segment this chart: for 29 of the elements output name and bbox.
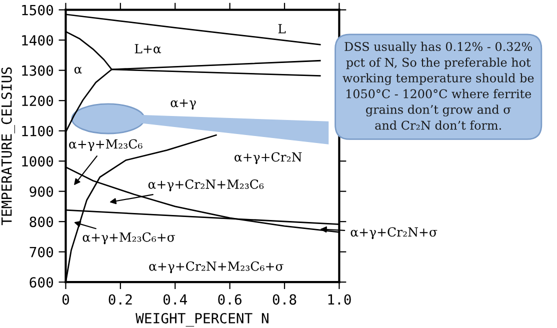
y-tick-label: 1200: [22, 96, 54, 106]
annotation: α+γ+M₂₃C₆: [69, 139, 142, 152]
y-tick-label: 600: [30, 277, 54, 288]
annotation: α+γ: [170, 99, 196, 110]
annotation: α+γ+M₂₃C₆+σ: [82, 232, 176, 244]
text: α+γ+Cr₂N+σ: [350, 227, 438, 240]
annotation: L+α: [134, 44, 162, 54]
x-tick-label: 0.6: [218, 294, 242, 305]
annotation: L: [278, 24, 286, 34]
text: DSS usually has 0.12% - 0.32% pct of N, So the preferable hot working temperature should be 1050°C - 1200°C where ferrite grains don’t grow and σ and Cr₂N don’t form.: [342, 42, 534, 130]
x-tick-label: 1.0: [328, 294, 351, 305]
y-tick-label: 1100: [22, 126, 54, 136]
x-tick-label: 0.8: [272, 294, 296, 305]
x-tick-label: 0.4: [163, 294, 187, 305]
y-tick-label: 1000: [22, 156, 54, 167]
y-tick-label: 1500: [22, 4, 54, 16]
annotation: α+γ+Cr₂N+M₂₃C₆+σ: [149, 261, 284, 274]
y-tick-label: 800: [30, 216, 54, 228]
annotation: α+γ+Cr₂N+M₂₃C₆: [148, 179, 264, 192]
x-tick-label: 0.2: [108, 294, 132, 305]
x-axis-title: WEIGHT_PERCENT N: [136, 312, 268, 327]
annotation: α+γ+Cr₂N: [234, 152, 302, 164]
x-tick-label: 0: [62, 294, 70, 305]
annotation: α: [74, 66, 82, 74]
y-tick-label: 1400: [22, 35, 54, 46]
y-tick-label: 700: [30, 246, 54, 258]
y-axis-title: TEMPERATURE_CELSIUS: [1, 67, 15, 226]
y-tick-label: 1300: [22, 65, 54, 76]
y-tick-label: 900: [30, 186, 54, 197]
